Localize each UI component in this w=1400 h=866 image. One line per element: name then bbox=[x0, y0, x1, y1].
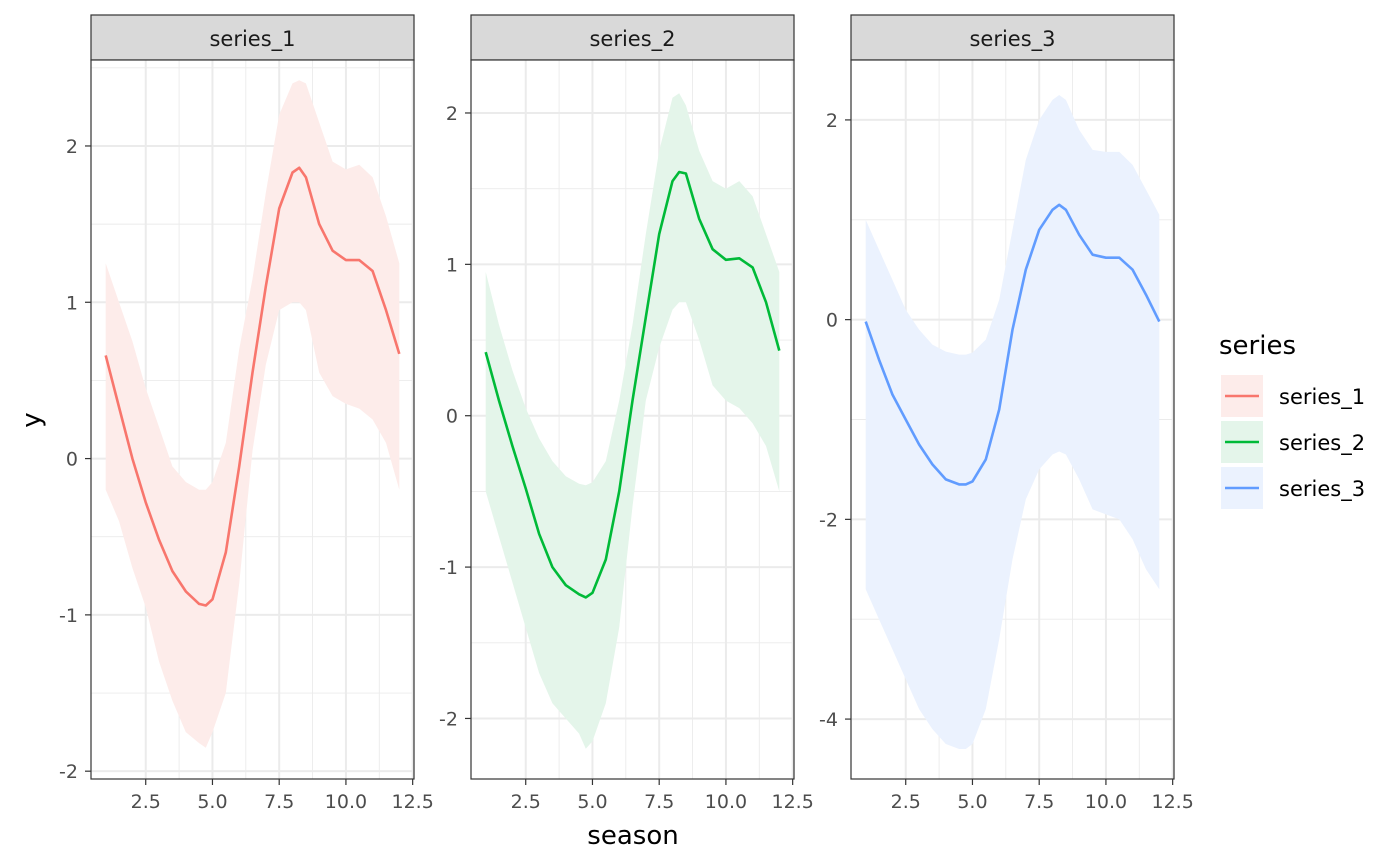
facet-strip bbox=[90, 14, 415, 61]
y-tick-label: 0 bbox=[66, 449, 78, 471]
legend-title: series bbox=[1219, 331, 1296, 361]
panel-series_1: series_1 2.5 5.0 7.5 10.0 12.5 -2 -1 0 1 2 bbox=[59, 14, 434, 813]
x-tick-label: 5.0 bbox=[957, 791, 987, 813]
x-tick-label: 7.5 bbox=[644, 791, 674, 813]
facet-strip bbox=[850, 14, 1175, 61]
panel-series_3: series_3 2.5 5.0 7.5 10.0 12.5 -4 -2 0 2 bbox=[819, 14, 1194, 813]
y-tick-label: -2 bbox=[819, 509, 838, 531]
y-tick-label: -1 bbox=[59, 605, 78, 627]
y-tick-label: 1 bbox=[66, 292, 78, 314]
panel-series_2: series_2 2.5 5.0 7.5 10.0 12.5 -2 -1 0 1 2 bbox=[439, 14, 814, 813]
x-tick-label: 2.5 bbox=[511, 791, 541, 813]
series-line-series_1 bbox=[104, 166, 401, 607]
facet-strip-label: series_3 bbox=[969, 27, 1055, 52]
x-tick-label: 5.0 bbox=[577, 791, 607, 813]
y-tick-label: 1 bbox=[446, 254, 458, 276]
legend: series series_1 series_2 series_3 bbox=[1219, 331, 1365, 509]
x-tick-label: 7.5 bbox=[1024, 791, 1054, 813]
facet-strip bbox=[470, 14, 795, 61]
legend-key-series_2: series_2 bbox=[1221, 421, 1365, 463]
confidence-ribbon-series_3 bbox=[865, 95, 1160, 749]
x-tick-label: 12.5 bbox=[772, 791, 814, 813]
legend-key-series_3: series_3 bbox=[1221, 467, 1365, 509]
panel-border bbox=[90, 59, 415, 780]
panels: series_12.5 5.0 7.5 10.0 12.5-2-1012series_2… bbox=[59, 14, 1194, 813]
x-tick-label: 10.0 bbox=[1085, 791, 1127, 813]
y-tick-label: -2 bbox=[439, 708, 458, 730]
y-tick-label: 2 bbox=[66, 136, 78, 158]
panel-border bbox=[850, 59, 1175, 780]
x-tick-label: 10.0 bbox=[325, 791, 367, 813]
x-axis-title: season bbox=[587, 821, 678, 851]
x-tick-label: 7.5 bbox=[264, 791, 294, 813]
x-tick-label: 12.5 bbox=[1152, 791, 1194, 813]
y-tick-label: -4 bbox=[819, 709, 838, 731]
legend-key-series_1: series_1 bbox=[1221, 375, 1365, 417]
y-tick-label: 2 bbox=[446, 103, 458, 125]
confidence-ribbon-series_2 bbox=[485, 93, 780, 749]
y-tick-label: 0 bbox=[446, 406, 458, 428]
x-tick-label: 2.5 bbox=[891, 791, 921, 813]
legend-label: series_2 bbox=[1279, 431, 1365, 456]
y-tick-label: -1 bbox=[439, 557, 458, 579]
panel-border bbox=[470, 59, 795, 780]
y-tick-label: -2 bbox=[59, 761, 78, 783]
facet-strip-label: series_1 bbox=[209, 27, 295, 52]
x-tick-label: 5.0 bbox=[197, 791, 227, 813]
x-tick-label: 10.0 bbox=[705, 791, 747, 813]
x-tick-label: 12.5 bbox=[392, 791, 434, 813]
legend-keys: series_1 series_2 series_3 bbox=[1221, 375, 1365, 509]
legend-label: series_3 bbox=[1279, 477, 1365, 502]
facet-strip-label: series_2 bbox=[589, 27, 675, 52]
series-line-series_2 bbox=[484, 170, 781, 599]
y-tick-label: 0 bbox=[826, 310, 838, 332]
x-tick-label: 2.5 bbox=[131, 791, 161, 813]
series-line-series_3 bbox=[864, 203, 1161, 486]
legend-label: series_1 bbox=[1279, 385, 1365, 410]
y-axis-title: y bbox=[17, 412, 47, 427]
y-tick-label: 2 bbox=[826, 110, 838, 132]
